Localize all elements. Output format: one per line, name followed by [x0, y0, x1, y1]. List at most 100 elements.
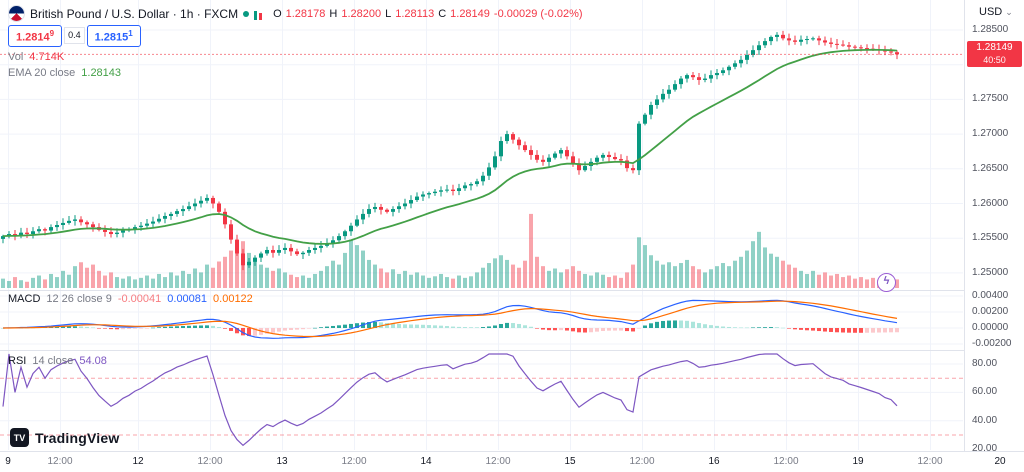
candle-body [523, 145, 527, 151]
volume-bar [163, 277, 167, 288]
candle-body [541, 159, 545, 162]
symbol-title[interactable]: British Pound / U.S. Dollar · 1h · FXCM [30, 6, 239, 21]
macd-hist-bar [667, 320, 671, 328]
macd-hist-bar [709, 325, 713, 328]
volume-bar [523, 260, 527, 288]
candle-body [619, 159, 623, 161]
macd-hist-bar [349, 323, 353, 328]
candle-body [265, 249, 269, 254]
macd-hist-bar [805, 328, 809, 331]
volume-bar [283, 272, 287, 288]
volume-bar [457, 275, 461, 288]
candle-body [313, 247, 317, 250]
macd-hist-bar [727, 326, 731, 328]
macd-hist-bar [865, 328, 869, 333]
rsi-title[interactable]: RSI [8, 355, 27, 367]
macd-hist-bar [139, 328, 143, 329]
price-axis-label: 1.27500 [972, 93, 1009, 105]
macd-hist-bar [439, 325, 443, 328]
ema-label[interactable]: EMA 20 close [8, 66, 76, 79]
macd-hist-bar [643, 325, 647, 328]
volume-bar [655, 260, 659, 288]
rsi-params: 14 close [32, 355, 74, 367]
candle-body [415, 196, 419, 201]
macd-signal-line[interactable] [3, 300, 898, 338]
macd-hist-bar [331, 325, 335, 328]
macd-hist-bar [835, 328, 839, 333]
candle-body [259, 253, 263, 258]
time-axis[interactable]: 9 12:00 12 12:00 13 12:00 14 12:00 15 12:00 16 12:0… [0, 451, 1024, 472]
candle-body [607, 154, 611, 158]
volume-bar [631, 264, 635, 288]
high-value: 1.28200 [341, 7, 382, 20]
macd-axis-label: -0.00200 [972, 338, 1012, 349]
candle-body [457, 188, 461, 192]
macd-hist-bar [157, 327, 161, 328]
pane-separators[interactable] [0, 290, 1024, 351]
candle-body [271, 249, 275, 253]
candle-body [445, 189, 449, 191]
volume-bar [397, 273, 401, 288]
macd-histogram[interactable] [1, 320, 899, 337]
candle-body [85, 222, 89, 225]
candle-body [331, 240, 335, 244]
volume-bar [205, 264, 209, 288]
candle-body [487, 167, 491, 176]
candle-body [25, 232, 29, 235]
volume-bar [43, 279, 47, 288]
candle-body [859, 47, 863, 49]
candle-body [379, 206, 383, 210]
volume-bar [103, 275, 107, 288]
candle-body [79, 219, 83, 223]
macd-hist-bar [487, 326, 491, 328]
macd-title[interactable]: MACD [8, 293, 41, 305]
macd-hist-bar [217, 326, 221, 328]
volume-bar [547, 270, 551, 288]
ohlc-values: O 1.28178 H 1.28200 L 1.28113 C 1.28149 -0.0… [273, 8, 583, 20]
candle-body [241, 253, 245, 266]
macd-hist-bar [703, 324, 707, 328]
axis-currency-selector[interactable]: USD ⌄ [979, 6, 1013, 18]
price-axis-label: 1.25500 [972, 232, 1009, 244]
volume-bar [175, 275, 179, 288]
volume-series[interactable] [1, 213, 899, 288]
candle-body [703, 78, 707, 80]
candle-body [499, 141, 503, 157]
macd-hist-bar [67, 326, 71, 328]
candle-body [427, 193, 431, 195]
macd-hist-bar [601, 328, 605, 331]
macd-line[interactable] [2, 299, 898, 339]
tradingview-logo[interactable]: TV TradingView [10, 428, 119, 447]
sell-button[interactable]: 1.28149 [8, 25, 63, 47]
macd-hist-bar [169, 326, 173, 328]
macd-hist-bar [757, 327, 761, 328]
candle-body [817, 38, 821, 41]
candle-body [787, 38, 791, 41]
time-axis-label: 9 [5, 456, 11, 467]
candle-series[interactable] [1, 30, 899, 271]
macd-hist-bar [403, 324, 407, 328]
buy-button[interactable]: 1.28151 [86, 25, 141, 47]
volume-bar [181, 270, 185, 288]
candle-body [793, 40, 797, 42]
boost-button[interactable]: ϟ [877, 273, 896, 292]
price-axis[interactable]: USD ⌄ 1.28149 40:50 1.285001.280001.2750… [964, 0, 1024, 454]
macd-hist-bar [115, 328, 119, 330]
volume-bar [487, 263, 491, 288]
volume-label[interactable]: Vol [8, 50, 24, 63]
macd-hist-bar [595, 328, 599, 332]
macd-hist-bar [337, 325, 341, 328]
candle-body [505, 134, 509, 142]
open-value: 1.28178 [285, 7, 326, 20]
volume-bar [445, 277, 449, 288]
volume-bar [841, 277, 845, 288]
candle-body [55, 225, 59, 228]
volume-bar [361, 250, 365, 288]
ema-line[interactable] [2, 48, 898, 245]
candle-body [469, 184, 473, 186]
rsi-line[interactable] [2, 353, 898, 447]
volume-bar [745, 250, 749, 288]
candle-body [349, 225, 353, 232]
chart-type-icon[interactable] [254, 8, 263, 20]
